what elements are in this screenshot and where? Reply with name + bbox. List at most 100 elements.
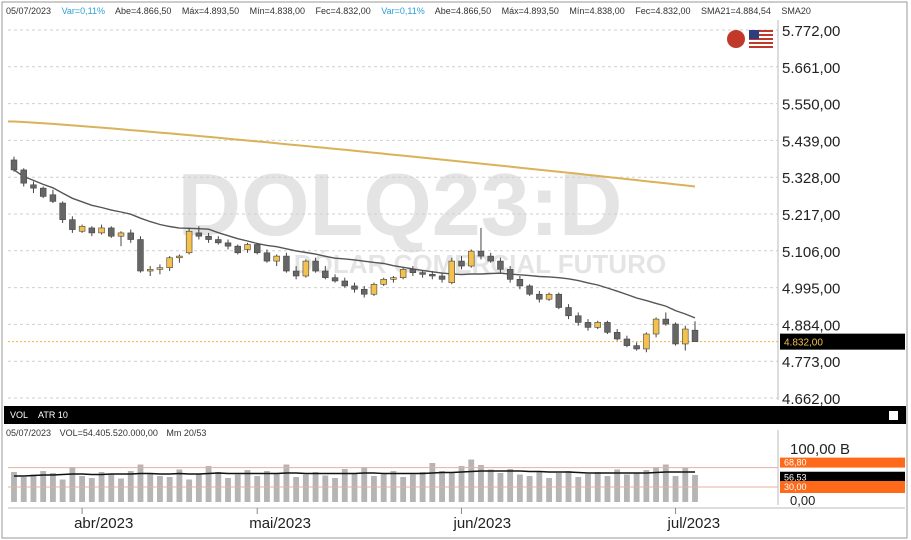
candle-body <box>322 270 329 278</box>
candle <box>409 266 417 276</box>
header-high-2: Máx=4.893,50 <box>501 6 559 16</box>
volume-bar <box>195 473 202 502</box>
watermark-symbol: DOLQ23:D <box>178 155 623 254</box>
candle-body <box>633 345 640 350</box>
candle-body <box>98 227 105 234</box>
volume-bar <box>623 474 630 502</box>
candle <box>117 231 125 247</box>
volume-bar <box>79 476 86 502</box>
candle-body <box>146 269 154 272</box>
volume-bar <box>302 474 309 502</box>
header-open-2: Abe=4.866,50 <box>434 6 492 16</box>
price-tick-label: 5.439,00 <box>782 133 840 150</box>
moving-averages <box>8 120 696 319</box>
time-axis: abr/2023 mai/2023 jun/2023 jul/2023 <box>8 507 905 532</box>
volume-bar <box>166 477 173 502</box>
volume-bar <box>653 467 660 502</box>
volume-bar <box>672 476 679 502</box>
volume-bar <box>478 465 484 502</box>
candle <box>273 254 280 267</box>
header-high: Máx=4.893,50 <box>181 6 240 16</box>
candle <box>302 259 310 278</box>
candle <box>662 312 670 326</box>
header-var-2: Var=0,11% <box>381 6 425 16</box>
candle <box>263 249 271 263</box>
volume-bar <box>108 474 115 502</box>
volume-label-mid-box <box>780 471 905 484</box>
candle <box>623 335 631 348</box>
candle <box>195 226 203 240</box>
sma-long-line <box>8 120 696 188</box>
volume-header: 05/07/2023 VOL=54.405.520.000,00 Mm 20/5… <box>6 428 212 438</box>
candle <box>613 329 621 341</box>
candle <box>341 277 348 288</box>
volume-label-high: 68,80 <box>784 458 807 468</box>
candle-body <box>108 227 115 237</box>
candle <box>244 242 251 253</box>
volume-ma-line <box>14 470 695 477</box>
volume-bar <box>662 464 669 502</box>
candle-body <box>253 244 261 254</box>
candle-body <box>613 332 621 340</box>
candle-body <box>263 252 271 262</box>
maximize-pane-icon[interactable] <box>889 410 898 420</box>
candle-body <box>409 269 417 273</box>
candle-body <box>438 275 446 280</box>
tab-atr[interactable]: ATR 10 <box>38 410 68 420</box>
price-tick-label: 5.217,00 <box>782 207 840 224</box>
candle <box>146 266 154 276</box>
candle-body <box>419 272 426 275</box>
candle <box>215 236 222 245</box>
candle <box>682 325 689 351</box>
volume-label-mid: 56,53 <box>784 473 807 483</box>
candle <box>468 249 475 268</box>
candle-body <box>545 293 553 300</box>
candle <box>390 275 397 283</box>
candle <box>108 226 115 238</box>
volume-bar <box>332 478 338 502</box>
tab-vol[interactable]: VOL <box>10 410 29 420</box>
candle-body <box>331 277 339 282</box>
volume-bar <box>604 476 611 502</box>
candle-body <box>623 338 631 346</box>
candle <box>253 242 261 255</box>
volume-bar <box>322 475 329 502</box>
candle <box>584 319 592 331</box>
candle-body <box>487 255 494 262</box>
volume-bar <box>244 470 251 502</box>
candle-body <box>506 269 514 280</box>
us-flag-icon <box>749 30 773 48</box>
price-tick-label: 4.662,00 <box>782 391 840 408</box>
candle <box>370 282 378 296</box>
candle-body <box>575 315 582 323</box>
candle <box>10 156 18 172</box>
candle-body <box>176 255 183 259</box>
volume-bar <box>293 477 300 502</box>
volume-axis-top: 100,00 B <box>790 441 850 458</box>
month-label: abr/2023 <box>74 515 133 532</box>
candle <box>506 266 514 283</box>
candle-body <box>273 255 280 262</box>
header-sma-2: SMA20 <box>781 6 811 16</box>
candle <box>633 342 640 351</box>
candle-body <box>526 285 533 295</box>
candle <box>224 239 232 250</box>
candle <box>458 256 465 270</box>
candle <box>448 257 456 285</box>
candle-body <box>88 227 96 234</box>
candle-body <box>390 277 397 280</box>
candle-body <box>312 260 319 272</box>
candle-body <box>244 244 251 250</box>
candle <box>536 290 543 303</box>
candle <box>185 227 193 255</box>
volume-bar <box>69 467 76 502</box>
price-tick-label: 5.550,00 <box>782 97 840 114</box>
header-low: Mín=4.838,00 <box>249 6 305 16</box>
candle-body <box>292 270 300 277</box>
volume-bar <box>429 463 436 502</box>
price-tick-label: 5.772,00 <box>782 23 840 40</box>
volume-bar <box>186 479 193 502</box>
candle <box>380 277 387 286</box>
